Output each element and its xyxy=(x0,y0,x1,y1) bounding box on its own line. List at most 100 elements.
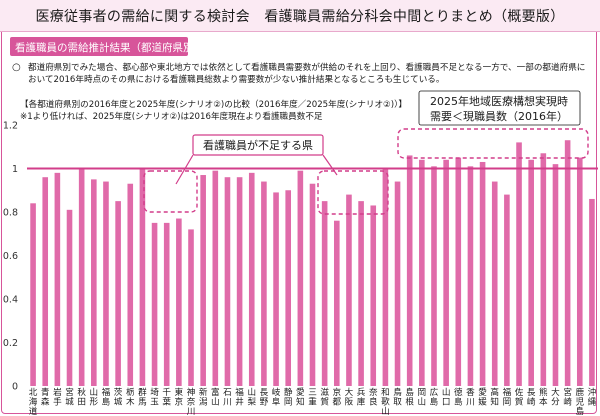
x-tick-label: 石 xyxy=(223,388,232,398)
x-tick-label: 城 xyxy=(65,397,74,408)
x-tick-label: 玉 xyxy=(150,397,159,408)
x-tick-label: 分 xyxy=(551,397,560,408)
bar-群馬 xyxy=(139,168,146,386)
x-tick-label: 賀 xyxy=(320,396,329,408)
x-tick-label: 広 xyxy=(430,386,439,398)
bar-秋田 xyxy=(78,168,85,386)
x-tick-label: 愛 xyxy=(478,386,487,398)
bar-岡山 xyxy=(419,159,425,386)
bullet-mark: ○ xyxy=(12,62,21,73)
x-tick-label: 宮 xyxy=(65,386,74,398)
y-tick-label: 1.2 xyxy=(3,121,18,132)
x-tick-label: 和 xyxy=(381,387,390,398)
x-tick-label: 京 xyxy=(332,386,341,398)
bar-宮崎 xyxy=(564,140,571,386)
y-tick-label: 0.8 xyxy=(3,208,18,219)
bar-栃木 xyxy=(127,183,134,386)
x-tick-label: 本 xyxy=(539,396,548,408)
bar-熊本 xyxy=(540,153,547,386)
bar-千葉 xyxy=(163,222,170,386)
x-tick-label: 葉 xyxy=(162,396,171,408)
shortage-callout: 看護職員が不足する県 xyxy=(143,134,389,215)
bar-滋賀 xyxy=(321,201,328,386)
x-tick-label: 長 xyxy=(527,387,536,398)
x-tick-label: 宮 xyxy=(563,386,572,398)
x-tick-label: 山 xyxy=(247,387,256,398)
x-tick-label: 山 xyxy=(90,387,99,398)
x-tick-label: 井 xyxy=(235,396,244,408)
shortage-pointer-left xyxy=(175,154,194,185)
x-tick-label: 岡 xyxy=(503,397,512,408)
x-tick-label: 阜 xyxy=(272,396,281,408)
bar-北海道 xyxy=(30,203,36,386)
x-tick-label: 茨 xyxy=(114,386,123,398)
x-tick-label: 道 xyxy=(29,405,38,416)
x-tick-label: 阪 xyxy=(345,397,354,408)
x-tick-label: 川 xyxy=(466,398,475,408)
x-tick-label: 奈 xyxy=(187,396,196,408)
bar-愛媛 xyxy=(479,161,486,386)
x-tick-label: 富 xyxy=(211,386,220,398)
x-tick-label: 重 xyxy=(308,396,317,408)
x-tick-label: 福 xyxy=(503,387,512,398)
x-tick-label: 岡 xyxy=(284,397,293,408)
x-tick-label: 愛 xyxy=(296,386,305,398)
section-header: 看護職員の需給推計結果（都道府県別） xyxy=(10,37,204,56)
bar-神奈川 xyxy=(188,229,194,386)
x-tick-label: 縄 xyxy=(588,397,597,408)
x-tick-label: 田 xyxy=(77,397,86,408)
x-tick-label: 木 xyxy=(126,396,135,408)
y-tick-label: 1 xyxy=(12,164,18,175)
bar-埼玉 xyxy=(151,222,158,386)
bar-山形 xyxy=(91,179,97,386)
x-tick-label: 梨 xyxy=(247,396,256,408)
x-tick-label: 根 xyxy=(405,396,414,408)
x-tick-label: 形 xyxy=(90,397,99,408)
x-tick-label: 新 xyxy=(199,386,208,398)
x-tick-label: 福 xyxy=(235,387,244,398)
y-tick-label: 0.4 xyxy=(3,295,18,306)
surplus-callout-box xyxy=(418,90,581,126)
x-tick-label: 鹿 xyxy=(575,386,584,398)
x-tick-label: 三 xyxy=(308,388,317,398)
x-tick-label: 歌 xyxy=(381,396,390,408)
x-tick-label: 沖 xyxy=(588,386,597,398)
x-tick-label: 都 xyxy=(332,397,341,408)
bar-長崎 xyxy=(528,159,534,386)
x-tick-label: 京 xyxy=(175,396,184,408)
summary-text: 都道府県別でみた場合、都心部や東北地方では依然として看護職員需要数が供給のそれを… xyxy=(28,63,586,85)
bar-兵庫 xyxy=(358,201,364,386)
bar-和歌山 xyxy=(382,168,389,386)
x-tick-label: 千 xyxy=(162,387,171,398)
x-tick-label: 香 xyxy=(466,387,475,398)
bar-茨城 xyxy=(115,201,121,386)
chart-title: 【各都道府県別の2016年度と2025年度(シナリオ②)の比較（2016年度／2… xyxy=(20,100,408,110)
x-tick-label: 栃 xyxy=(126,386,135,398)
bar-広島 xyxy=(431,166,437,386)
x-tick-label: 島 xyxy=(102,396,111,408)
surplus-highlight xyxy=(397,128,589,159)
x-tick-label: 静 xyxy=(284,386,293,398)
x-tick-label: 児 xyxy=(575,397,584,408)
x-tick-label: 馬 xyxy=(138,397,147,408)
bar-長野 xyxy=(261,181,267,386)
x-tick-label: 熊 xyxy=(539,386,548,398)
x-tick-label: 知 xyxy=(296,396,305,408)
x-tick-label: 徳 xyxy=(454,386,463,398)
x-tick-label: 秋 xyxy=(77,386,86,398)
x-tick-label: 岐 xyxy=(272,386,281,398)
page-title: 医療従事者の需給に関する検討会 看護職員需給分科会中間とりまとめ（概要版） xyxy=(35,9,565,25)
x-tick-label: 島 xyxy=(454,396,463,408)
x-tick-label: 北 xyxy=(29,387,38,398)
x-tick-label: 山 xyxy=(211,397,220,408)
bar-京都 xyxy=(333,220,340,386)
x-tick-label: 城 xyxy=(114,397,123,408)
bar-青森 xyxy=(42,177,49,386)
bar-鹿児島 xyxy=(576,157,583,386)
x-tick-label: 山 xyxy=(418,397,427,408)
x-tick-label: 岡 xyxy=(418,387,427,398)
bar-東京 xyxy=(176,218,182,386)
x-tick-label: 岩 xyxy=(53,386,62,398)
x-tick-label: 知 xyxy=(490,396,499,408)
